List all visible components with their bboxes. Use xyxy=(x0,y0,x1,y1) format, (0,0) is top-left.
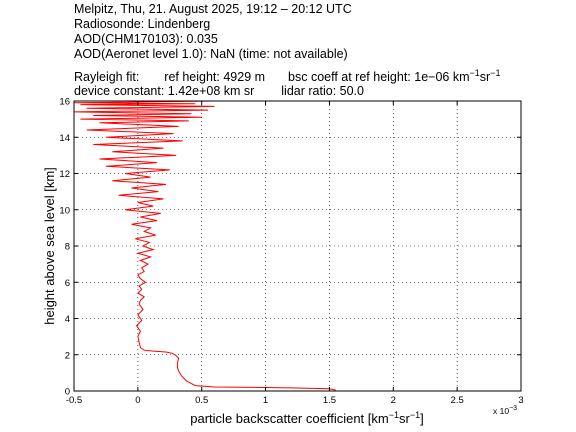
y-tick-label: 2 xyxy=(65,350,70,361)
y-axis-label: height above sea level [km] xyxy=(42,167,57,325)
x-tick-label: 0 xyxy=(135,395,140,406)
header-rayleigh-line: Rayleigh fit: ref height: 4929 m bsc coe… xyxy=(74,66,500,85)
header-aod-aeronet: AOD(Aeronet level 1.0): NaN (time: not a… xyxy=(74,47,348,61)
grid-lines xyxy=(74,101,521,391)
y-tick-label: 4 xyxy=(65,314,70,325)
x-tick-label: -0.5 xyxy=(66,395,82,406)
x-axis-scale-factor: x 10−3 xyxy=(493,405,517,416)
bsc-coeff: bsc coeff at ref height: 1e−06 km−1sr−1 xyxy=(288,68,501,85)
header-line-1: Melpitz, Thu, 21. August 2025, 19:12 – 2… xyxy=(74,2,352,16)
y-tick-label: 0 xyxy=(65,387,70,398)
header-radiosonde: Radiosonde: Lindenberg xyxy=(74,17,211,31)
header-device-line: device constant: 1.42e+08 km sr lidar ra… xyxy=(74,84,364,99)
y-tick-label: 14 xyxy=(59,133,70,144)
y-tick-label: 10 xyxy=(59,205,70,216)
header-aod-chm: AOD(CHM170103): 0.035 xyxy=(74,32,218,46)
x-tick-label: 0.5 xyxy=(195,395,208,406)
x-tick-label: 1 xyxy=(263,395,268,406)
rayleigh-fit-label: Rayleigh fit: xyxy=(74,70,140,85)
ref-height: ref height: 4929 m xyxy=(164,70,266,85)
y-tick-label: 6 xyxy=(65,278,70,289)
device-constant: device constant: 1.42e+08 km sr xyxy=(74,84,255,98)
lidar-ratio: lidar ratio: 50.0 xyxy=(281,84,364,98)
x-axis-label: particle backscatter coefficient [km−1sr… xyxy=(190,410,423,426)
x-tick-label: 2.5 xyxy=(451,395,464,406)
backscatter-profile-line xyxy=(73,100,336,391)
x-tick-label: 1.5 xyxy=(323,395,336,406)
y-tick-label: 12 xyxy=(59,169,70,180)
x-tick-label: 3 xyxy=(518,395,523,406)
y-tick-label: 16 xyxy=(59,97,70,108)
x-tick-label: 2 xyxy=(391,395,396,406)
y-tick-label: 8 xyxy=(65,242,70,253)
